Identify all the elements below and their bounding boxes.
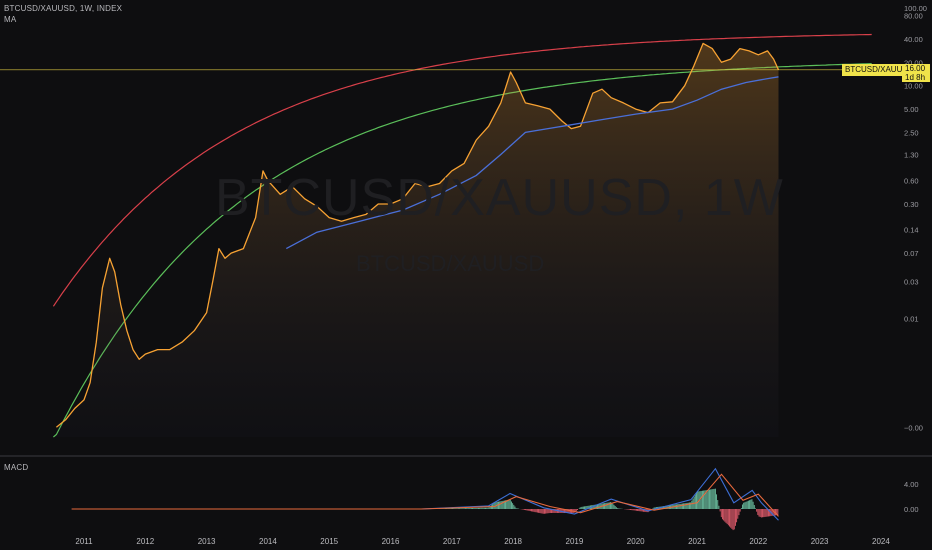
time-axis-tick: 2012 — [136, 537, 154, 546]
time-axis-tick: 2015 — [320, 537, 338, 546]
price-axis-tick: 0.60 — [904, 177, 919, 186]
price-axis-tick: 2.50 — [904, 128, 919, 137]
symbol-price-label: BTCUSD/XAUUSD — [842, 64, 917, 76]
price-axis-tick: 100.00 — [904, 4, 927, 13]
macd-pane-title[interactable]: MACD — [4, 463, 29, 472]
price-area — [56, 43, 779, 438]
price-axis-tick: 40.00 — [904, 35, 923, 44]
price-axis-tick: 0.30 — [904, 200, 919, 209]
time-axis-tick: 2016 — [382, 537, 400, 546]
price-axis-tick: 0.01 — [904, 315, 919, 324]
watermark-title: BTCUSD/XAUUSD, 1W — [215, 169, 784, 227]
signal-line — [71, 473, 779, 517]
price-axis-tick: 20.00 — [904, 58, 923, 67]
price-axis-tick: 10.00 — [904, 82, 923, 91]
price-axis-tick: 5.00 — [904, 105, 919, 114]
macd-axis-tick: 0.00 — [904, 505, 919, 514]
symbol-header: BTCUSD/XAUUSD, 1W, INDEX — [4, 4, 123, 13]
price-axis-tick: 1.30 — [904, 151, 919, 160]
time-axis-tick: 2021 — [688, 537, 706, 546]
time-axis-tick: 2024 — [872, 537, 890, 546]
watermark-subtitle: BTCUSD/XAUUSD — [356, 251, 545, 276]
time-axis-tick: 2014 — [259, 537, 277, 546]
last-price-label: 16.00 1d 8h — [902, 64, 930, 82]
price-axis-tick: −0.00 — [904, 423, 923, 432]
price-axis-tick: 80.00 — [904, 12, 923, 21]
time-axis-tick: 2018 — [504, 537, 522, 546]
upper-curve — [52, 33, 872, 307]
time-axis-tick: 2017 — [443, 537, 461, 546]
price-axis-tick: 0.14 — [904, 226, 919, 235]
price-line — [55, 42, 780, 428]
last-price-value: 16.00 — [905, 64, 926, 73]
macd-line — [71, 467, 779, 521]
time-axis-tick: 2019 — [566, 537, 584, 546]
macd-axis-tick: 4.00 — [904, 480, 919, 489]
time-axis-tick: 2022 — [749, 537, 767, 546]
price-axis-tick: 0.03 — [904, 278, 919, 287]
price-axis-tick: 0.07 — [904, 249, 919, 258]
time-axis-tick: 2011 — [75, 537, 93, 546]
indicator-label[interactable]: MA — [4, 15, 17, 24]
time-axis-tick: 2013 — [198, 537, 216, 546]
bar-countdown: 1d 8h — [905, 73, 926, 82]
ma-line — [285, 76, 779, 250]
time-axis-tick: 2023 — [811, 537, 829, 546]
time-axis-tick: 2020 — [627, 537, 645, 546]
